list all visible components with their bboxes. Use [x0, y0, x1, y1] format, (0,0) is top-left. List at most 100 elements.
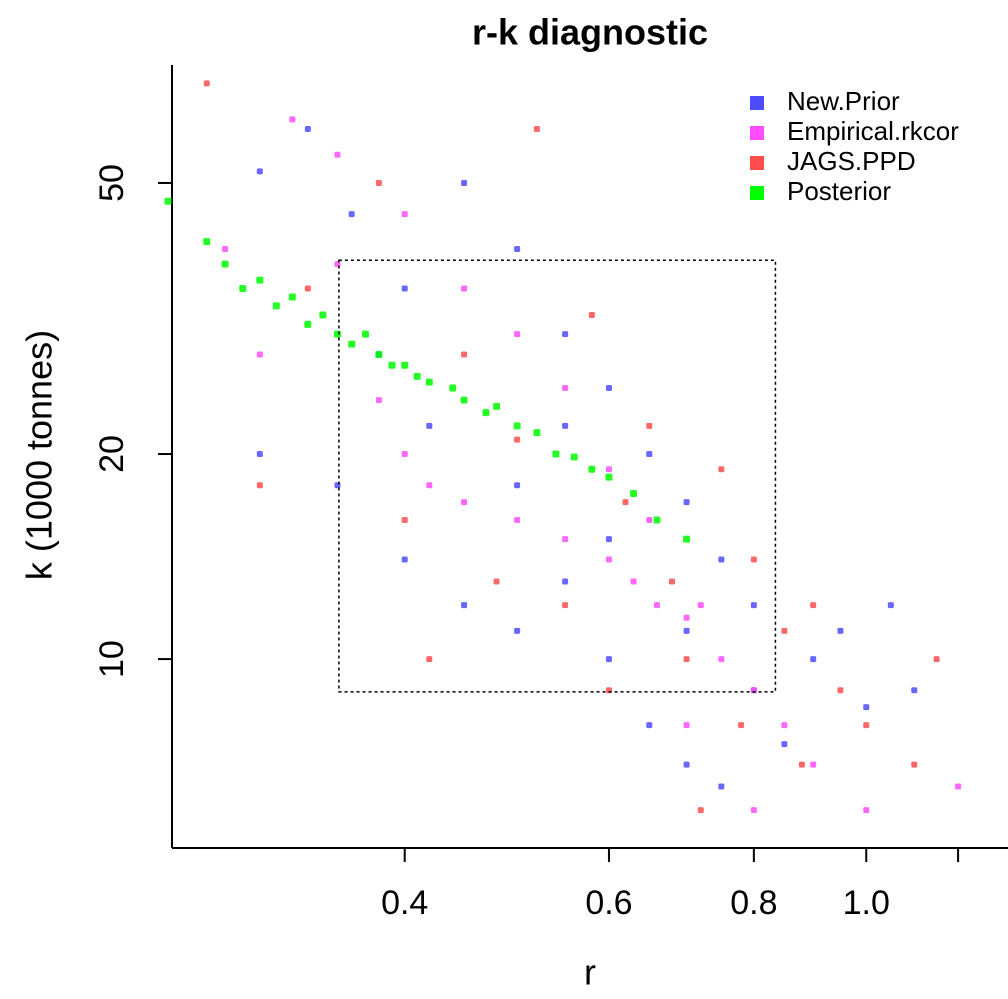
scatter-point	[361, 330, 369, 338]
scatter-point	[348, 340, 356, 348]
scatter-point	[482, 409, 490, 417]
chart-title: r-k diagnostic	[472, 12, 708, 53]
scatter-point	[222, 245, 229, 252]
scatter-point	[697, 602, 704, 609]
scatter-point	[375, 397, 382, 404]
scatter-point	[221, 260, 229, 268]
scatter-point	[256, 451, 263, 458]
scatter-point	[683, 722, 690, 729]
scatter-point	[333, 330, 341, 338]
scatter-point	[401, 285, 408, 292]
scatter-point	[461, 602, 468, 609]
scatter-point	[605, 473, 613, 481]
scatter-point	[718, 466, 725, 473]
scatter-point	[461, 351, 468, 358]
scatter-point	[348, 211, 355, 218]
scatter-point	[164, 197, 172, 205]
y-axis-label: k (1000 tonnes)	[19, 330, 60, 580]
scatter-point	[256, 482, 263, 489]
scatter-point	[256, 168, 263, 175]
scatter-point	[683, 761, 690, 768]
scatter-point	[272, 302, 280, 310]
legend-label: JAGS.PPD	[787, 146, 916, 176]
scatter-point	[837, 627, 844, 634]
scatter-point	[933, 656, 940, 663]
scatter-point	[622, 499, 629, 506]
scatter-point	[461, 285, 468, 292]
scatter-point	[289, 116, 296, 123]
scatter-point	[514, 245, 521, 252]
scatter-point	[683, 614, 690, 621]
scatter-point	[425, 378, 433, 386]
scatter-point	[887, 602, 894, 609]
legend-label: New.Prior	[787, 86, 900, 116]
scatter-point	[653, 516, 661, 524]
scatter-point	[239, 284, 247, 292]
scatter-point	[863, 722, 870, 729]
x-axis-label: r	[584, 952, 596, 993]
x-tick-label: 0.4	[381, 884, 428, 922]
scatter-point	[256, 351, 263, 358]
scatter-point	[334, 151, 341, 158]
scatter-point	[533, 429, 541, 437]
scatter-point	[646, 451, 653, 458]
scatter-point	[288, 293, 296, 301]
scatter-point	[570, 453, 578, 461]
legend-label: Posterior	[787, 176, 891, 206]
scatter-point	[588, 311, 595, 318]
scatter-point	[837, 687, 844, 694]
scatter-point	[911, 761, 918, 768]
scatter-point	[562, 536, 569, 543]
scatter-point	[683, 499, 690, 506]
scatter-point	[401, 556, 408, 563]
scatter-point	[653, 602, 660, 609]
scatter-point	[562, 578, 569, 585]
scatter-point	[401, 211, 408, 218]
reference-box	[338, 259, 777, 693]
legend-marker	[750, 156, 764, 170]
scatter-point	[605, 656, 612, 663]
scatter-point	[304, 285, 311, 292]
scatter-point	[810, 761, 817, 768]
scatter-point	[388, 361, 396, 369]
scatter-point	[605, 466, 612, 473]
scatter-point	[588, 465, 596, 473]
scatter-point	[401, 517, 408, 524]
x-tick-label: 0.8	[730, 884, 777, 922]
scatter-point	[513, 422, 521, 430]
scatter-point	[955, 783, 962, 790]
scatter-point	[646, 722, 653, 729]
scatter-point	[401, 451, 408, 458]
scatter-point	[375, 179, 382, 186]
scatter-point	[863, 807, 870, 814]
scatter-point	[810, 656, 817, 663]
scatter-point	[401, 361, 409, 369]
scatter-point	[413, 372, 421, 380]
scatter-point	[683, 656, 690, 663]
y-tick-label: 50	[93, 164, 131, 202]
scatter-point	[304, 126, 311, 133]
scatter-point	[460, 396, 468, 404]
scatter-point	[605, 385, 612, 392]
scatter-point	[514, 331, 521, 338]
scatter-point	[375, 350, 383, 358]
scatter-point	[646, 517, 653, 524]
scatter-point	[426, 656, 433, 663]
scatter-point	[697, 807, 704, 814]
scatter-point	[683, 535, 691, 543]
scatter-point	[449, 384, 457, 392]
y-tick-label: 20	[93, 435, 131, 473]
scatter-point	[461, 179, 468, 186]
scatter-point	[750, 602, 757, 609]
legend-marker	[750, 186, 764, 200]
scatter-point	[493, 578, 500, 585]
scatter-point	[718, 783, 725, 790]
scatter-point	[810, 602, 817, 609]
scatter-point	[304, 320, 312, 328]
scatter-point	[562, 422, 569, 429]
scatter-point	[514, 482, 521, 489]
legend-label: Empirical.rkcor	[787, 116, 959, 146]
scatter-point	[514, 627, 521, 634]
scatter-point	[750, 556, 757, 563]
scatter-point	[256, 276, 264, 284]
